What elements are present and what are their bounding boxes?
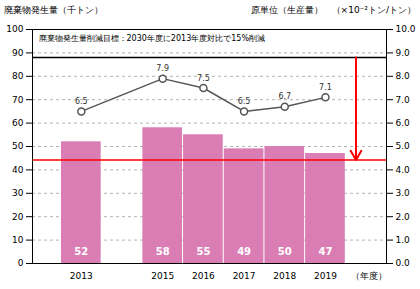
svg-text:55: 55 — [196, 246, 210, 257]
html-text:廃棄物発生量（千トン）: 廃棄物発生量（千トン） — [4, 5, 103, 15]
svg-text:0.0: 0.0 — [396, 258, 411, 268]
svg-text:（年度）: （年度） — [351, 271, 387, 281]
svg-text:8.0: 8.0 — [396, 71, 411, 81]
svg-text:2016: 2016 — [192, 271, 215, 281]
svg-text:52: 52 — [74, 246, 88, 257]
svg-text:7.1: 7.1 — [319, 83, 332, 92]
svg-text:40: 40 — [12, 165, 24, 175]
svg-text:2017: 2017 — [233, 271, 256, 281]
svg-text:58: 58 — [156, 246, 170, 257]
svg-text:2013: 2013 — [70, 271, 93, 281]
svg-text:2015: 2015 — [151, 271, 174, 281]
svg-text:80: 80 — [12, 71, 24, 81]
svg-text:1.0: 1.0 — [396, 235, 411, 245]
svg-text:60: 60 — [12, 118, 24, 128]
svg-text:6.5: 6.5 — [238, 97, 251, 106]
svg-text:0: 0 — [18, 258, 24, 268]
svg-text:2.0: 2.0 — [396, 212, 411, 222]
svg-text:6.7: 6.7 — [278, 92, 291, 101]
svg-text:6.5: 6.5 — [75, 97, 88, 106]
svg-text:4.0: 4.0 — [396, 165, 411, 175]
svg-text:47: 47 — [319, 246, 333, 257]
svg-text:2019: 2019 — [314, 271, 337, 281]
svg-text:7.0: 7.0 — [396, 95, 411, 105]
svg-text:50: 50 — [278, 246, 292, 257]
svg-text:30: 30 — [12, 188, 24, 198]
svg-text:7.5: 7.5 — [197, 74, 210, 83]
svg-text:10.0: 10.0 — [396, 24, 416, 34]
svg-text:廃棄物発生量削減目標：2030年度に2013年度対比で15%: 廃棄物発生量削減目標：2030年度に2013年度対比で15%削減 — [39, 34, 266, 43]
svg-text:3.0: 3.0 — [396, 188, 411, 198]
svg-text:6.0: 6.0 — [396, 118, 411, 128]
svg-text:49: 49 — [237, 246, 251, 257]
svg-text:9.0: 9.0 — [396, 48, 411, 58]
svg-text:90: 90 — [12, 48, 24, 58]
svg-text:100: 100 — [6, 24, 23, 34]
svg-text:10: 10 — [12, 235, 24, 245]
svg-text:70: 70 — [12, 95, 24, 105]
svg-text:50: 50 — [12, 141, 24, 151]
svg-text:2018: 2018 — [273, 271, 296, 281]
svg-text:7.9: 7.9 — [156, 64, 169, 73]
svg-text:5.0: 5.0 — [396, 141, 411, 151]
svg-text:20: 20 — [12, 212, 24, 222]
html-text:原単位（生産量） （×10⁻²トン/トン）: 原単位（生産量） （×10⁻²トン/トン） — [250, 5, 416, 15]
